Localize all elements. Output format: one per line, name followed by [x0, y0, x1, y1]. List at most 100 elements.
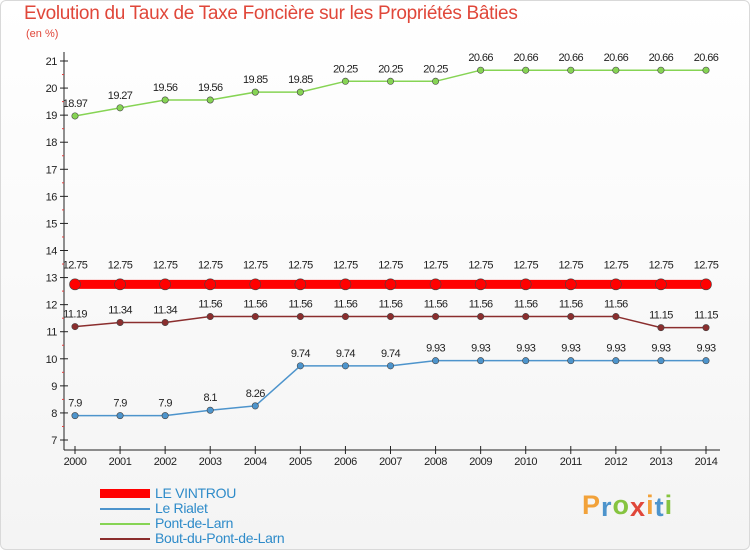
data-label-pont-de-larn: 20.66	[513, 52, 538, 64]
data-point-le-vintrou	[204, 278, 217, 291]
data-label-le-vintrou: 12.75	[288, 259, 313, 271]
y-tick-label: 15	[46, 218, 58, 230]
data-label-le-rialet: 9.74	[336, 348, 355, 360]
y-tick-label: 9	[51, 381, 57, 393]
data-label-bout-du-pont-de-larn: 11.56	[559, 299, 583, 311]
y-tick-label: 20	[46, 83, 58, 95]
data-label-pont-de-larn: 20.66	[649, 52, 674, 64]
data-point-pont-de-larn	[657, 66, 665, 74]
data-point-bout-du-pont-de-larn	[657, 324, 665, 332]
x-tick-label: 2001	[109, 456, 132, 468]
data-label-pont-de-larn: 19.56	[153, 82, 178, 94]
data-label-bout-du-pont-de-larn: 11.56	[243, 299, 267, 311]
data-point-pont-de-larn	[612, 66, 620, 74]
data-label-le-vintrou: 12.75	[649, 259, 674, 271]
y-tick-label: 7	[51, 435, 57, 447]
data-point-pont-de-larn	[116, 104, 124, 112]
legend-label: LE VINTROU	[155, 485, 237, 501]
legend-item-le-rialet: Le Rialet	[100, 500, 330, 516]
data-point-pont-de-larn	[522, 66, 530, 74]
data-point-le-vintrou	[610, 278, 622, 291]
data-point-le-vintrou	[339, 278, 352, 291]
data-point-le-rialet	[386, 362, 394, 370]
legend-label: Le Rialet	[155, 500, 208, 516]
data-point-le-rialet	[522, 357, 530, 365]
data-point-le-rialet	[341, 362, 349, 370]
y-tick-label: 13	[46, 273, 58, 285]
data-label-pont-de-larn: 20.66	[604, 52, 629, 64]
legend-item-pont-de-larn: Pont-de-Larn	[100, 515, 330, 531]
data-point-bout-du-pont-de-larn	[296, 313, 304, 321]
data-label-le-vintrou: 12.75	[423, 259, 448, 271]
data-label-le-rialet: 8.1	[203, 392, 217, 404]
data-point-le-rialet	[161, 412, 169, 420]
data-point-bout-du-pont-de-larn	[386, 313, 394, 321]
data-label-bout-du-pont-de-larn: 11.15	[649, 310, 673, 322]
data-label-le-vintrou: 12.75	[559, 259, 584, 271]
x-tick-label: 2009	[469, 456, 492, 468]
data-label-le-rialet: 7.9	[113, 398, 127, 410]
data-label-le-vintrou: 12.75	[153, 259, 178, 271]
data-point-bout-du-pont-de-larn	[567, 313, 575, 321]
data-label-le-rialet: 9.93	[696, 343, 715, 355]
y-tick-label: 11	[46, 327, 57, 339]
data-point-le-vintrou	[700, 278, 712, 291]
data-point-bout-du-pont-de-larn	[206, 313, 214, 321]
data-point-le-rialet	[477, 357, 485, 365]
y-tick-label: 16	[46, 191, 58, 203]
y-tick-label: 18	[46, 137, 58, 149]
data-label-le-rialet: 9.93	[561, 343, 580, 355]
x-tick-label: 2013	[649, 456, 672, 468]
legend-swatch	[100, 508, 150, 510]
data-label-bout-du-pont-de-larn: 11.15	[694, 310, 718, 322]
data-label-bout-du-pont-de-larn: 11.34	[108, 305, 132, 317]
data-label-le-vintrou: 12.75	[694, 259, 719, 271]
data-label-bout-du-pont-de-larn: 11.56	[604, 299, 628, 311]
y-tick-label: 17	[46, 164, 58, 176]
data-point-le-vintrou	[114, 278, 126, 291]
data-label-bout-du-pont-de-larn: 11.56	[514, 299, 538, 311]
data-point-le-rialet	[702, 357, 710, 365]
data-label-le-rialet: 8.26	[246, 388, 265, 400]
data-point-le-vintrou	[564, 278, 577, 291]
y-tick-label: 10	[46, 354, 58, 366]
data-label-le-rialet: 7.9	[68, 398, 82, 410]
data-point-le-vintrou	[429, 278, 442, 291]
data-label-bout-du-pont-de-larn: 11.56	[334, 299, 358, 311]
data-point-bout-du-pont-de-larn	[477, 313, 485, 321]
data-label-le-vintrou: 12.75	[198, 259, 223, 271]
data-label-pont-de-larn: 19.56	[198, 82, 223, 94]
legend-item-bout-du-pont-de-larn: Bout-du-Pont-de-Larn	[100, 530, 330, 546]
data-label-le-rialet: 9.93	[606, 343, 625, 355]
x-tick-label: 2006	[334, 456, 357, 468]
data-point-le-vintrou	[384, 278, 397, 291]
data-point-le-vintrou	[519, 278, 532, 291]
y-tick-label: 21	[46, 56, 58, 68]
data-point-pont-de-larn	[386, 77, 394, 85]
data-label-bout-du-pont-de-larn: 11.19	[63, 309, 87, 321]
x-tick-label: 2010	[514, 456, 537, 468]
data-point-le-vintrou	[294, 278, 307, 291]
data-label-bout-du-pont-de-larn: 11.56	[198, 299, 222, 311]
x-tick-label: 2003	[199, 456, 222, 468]
logo-letter: i	[664, 490, 674, 520]
data-point-bout-du-pont-de-larn	[251, 313, 259, 321]
data-point-bout-du-pont-de-larn	[161, 319, 169, 327]
data-point-pont-de-larn	[71, 112, 79, 120]
data-point-pont-de-larn	[296, 88, 304, 96]
data-label-le-vintrou: 12.75	[604, 259, 629, 271]
data-label-le-vintrou: 12.75	[63, 259, 88, 271]
legend-label: Pont-de-Larn	[155, 515, 234, 531]
data-label-le-rialet: 9.93	[516, 343, 535, 355]
data-label-le-vintrou: 12.75	[333, 259, 358, 271]
y-tick-label: 14	[46, 246, 58, 258]
data-point-bout-du-pont-de-larn	[341, 313, 349, 321]
data-point-le-rialet	[71, 412, 79, 420]
data-point-le-rialet	[296, 362, 304, 370]
x-tick-label: 2008	[424, 456, 447, 468]
data-label-pont-de-larn: 19.85	[243, 74, 268, 86]
logo-letter: r	[601, 492, 613, 522]
data-label-pont-de-larn: 18.97	[63, 98, 88, 110]
data-point-le-vintrou	[249, 278, 262, 291]
